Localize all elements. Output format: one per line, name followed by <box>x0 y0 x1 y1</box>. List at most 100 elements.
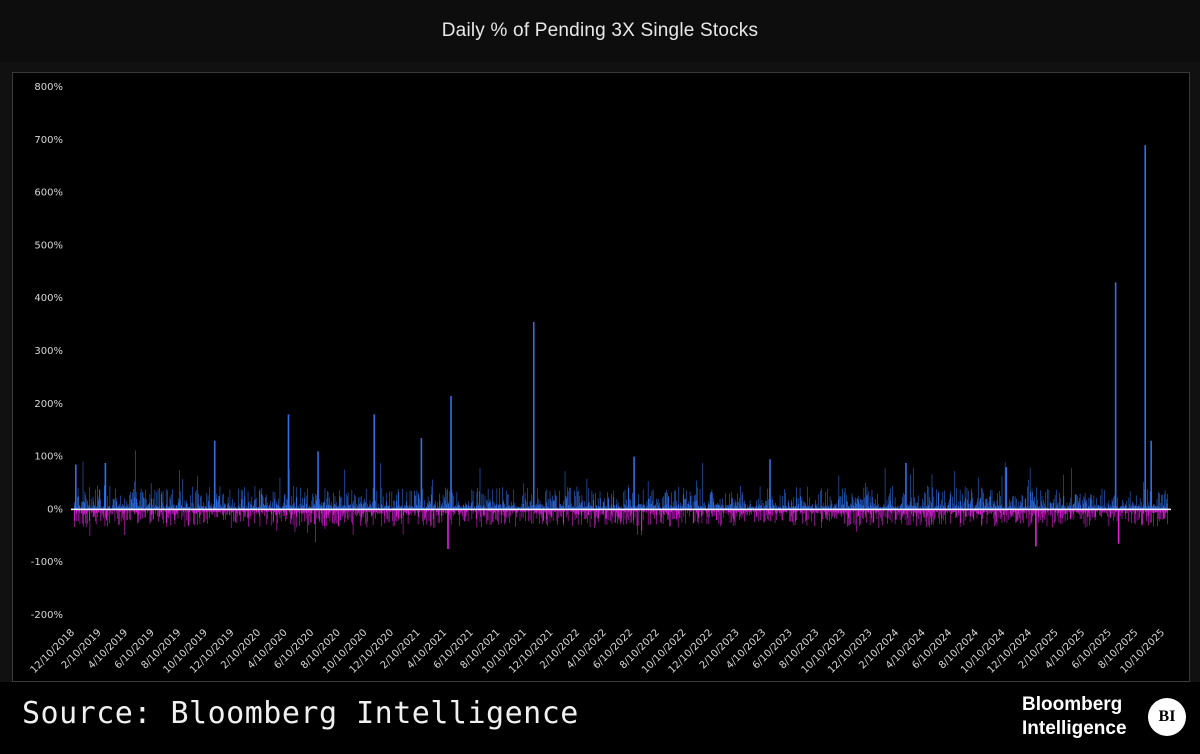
negative-bar <box>547 509 549 512</box>
positive-bar <box>372 487 374 510</box>
positive-bar <box>707 504 709 510</box>
negative-bar <box>282 509 284 517</box>
positive-bar <box>593 500 595 510</box>
negative-bar <box>494 509 495 513</box>
negative-bar <box>753 509 755 511</box>
negative-bar <box>452 509 453 513</box>
negative-bar <box>386 509 388 520</box>
positive-bar <box>490 501 491 510</box>
negative-bar <box>216 509 218 518</box>
negative-bar <box>1009 509 1011 514</box>
negative-bar <box>138 509 139 523</box>
negative-bar <box>894 509 895 512</box>
positive-bar <box>1131 505 1132 510</box>
negative-bar <box>369 509 371 513</box>
positive-bar <box>894 497 896 510</box>
negative-bar <box>193 509 194 525</box>
negative-bar <box>163 509 164 524</box>
positive-bar <box>1085 501 1087 510</box>
positive-bar <box>295 506 296 510</box>
positive-bar <box>1042 499 1044 510</box>
negative-bar <box>407 509 409 525</box>
positive-bar <box>157 506 158 510</box>
negative-bar <box>778 509 780 512</box>
positive-bar <box>919 507 920 510</box>
positive-bar <box>244 496 246 510</box>
negative-bar <box>423 509 425 526</box>
positive-bar <box>904 494 905 510</box>
negative-bar <box>650 509 651 525</box>
negative-bar <box>897 509 898 515</box>
negative-bar <box>772 509 773 516</box>
negative-bar <box>442 509 443 513</box>
positive-bar <box>1133 505 1135 510</box>
negative-bar <box>343 509 344 516</box>
negative-bar <box>897 509 899 513</box>
positive-bar <box>756 505 758 510</box>
positive-bar <box>1109 507 1111 510</box>
positive-bar <box>1061 505 1063 510</box>
negative-bar <box>122 509 123 518</box>
positive-bar <box>247 491 249 510</box>
positive-bar <box>494 505 496 510</box>
positive-bar <box>458 501 460 510</box>
positive-bar <box>977 498 978 510</box>
negative-bar <box>274 509 275 513</box>
positive-bar <box>1099 506 1100 510</box>
positive-bar <box>1037 499 1038 510</box>
negative-bar <box>139 509 140 515</box>
negative-bar <box>230 509 232 528</box>
negative-bar <box>180 509 181 512</box>
positive-bar <box>654 505 655 510</box>
negative-bar <box>1119 509 1120 513</box>
positive-bar <box>248 502 249 510</box>
negative-bar <box>991 509 993 512</box>
positive-bar <box>732 502 734 510</box>
positive-bar <box>220 504 221 510</box>
negative-bar <box>294 509 296 532</box>
negative-bar <box>632 509 634 521</box>
negative-bar <box>596 509 598 513</box>
positive-bar <box>113 498 114 510</box>
positive-bar <box>452 506 454 510</box>
positive-bar <box>967 490 969 510</box>
positive-bar <box>529 500 531 510</box>
positive-bar <box>1154 506 1156 510</box>
positive-bar <box>1166 503 1168 510</box>
negative-bar <box>496 509 498 520</box>
negative-bar <box>614 509 615 512</box>
positive-bar <box>162 502 163 510</box>
negative-bar <box>971 509 973 513</box>
brand-line-1: Bloomberg <box>1022 694 1123 715</box>
negative-bar <box>265 509 266 512</box>
positive-bar <box>766 500 767 510</box>
negative-bar <box>888 509 890 519</box>
positive-bar <box>515 506 516 510</box>
positive-bar <box>697 505 699 510</box>
positive-bar <box>856 498 858 510</box>
y-tick-label: 500% <box>34 240 63 251</box>
positive-bar <box>956 488 957 510</box>
negative-bar <box>1006 509 1008 524</box>
positive-bar <box>587 503 589 510</box>
negative-bar <box>332 509 334 523</box>
positive-bar <box>456 492 458 510</box>
positive-bar <box>1017 507 1018 510</box>
negative-bar <box>161 509 163 516</box>
positive-bar <box>172 489 173 510</box>
negative-bar <box>764 509 765 523</box>
negative-bar <box>470 509 472 512</box>
negative-bar <box>151 509 153 522</box>
negative-bar <box>438 509 440 516</box>
positive-bar <box>1096 507 1098 510</box>
positive-bar <box>187 507 189 510</box>
negative-bar <box>751 509 752 515</box>
positive-bar <box>811 506 812 510</box>
positive-bar <box>656 498 657 510</box>
positive-bar <box>580 504 581 510</box>
positive-bar <box>547 507 549 510</box>
positive-bar <box>342 507 344 510</box>
negative-bar <box>860 509 861 525</box>
negative-bar <box>666 509 667 514</box>
positive-bar <box>681 507 682 510</box>
